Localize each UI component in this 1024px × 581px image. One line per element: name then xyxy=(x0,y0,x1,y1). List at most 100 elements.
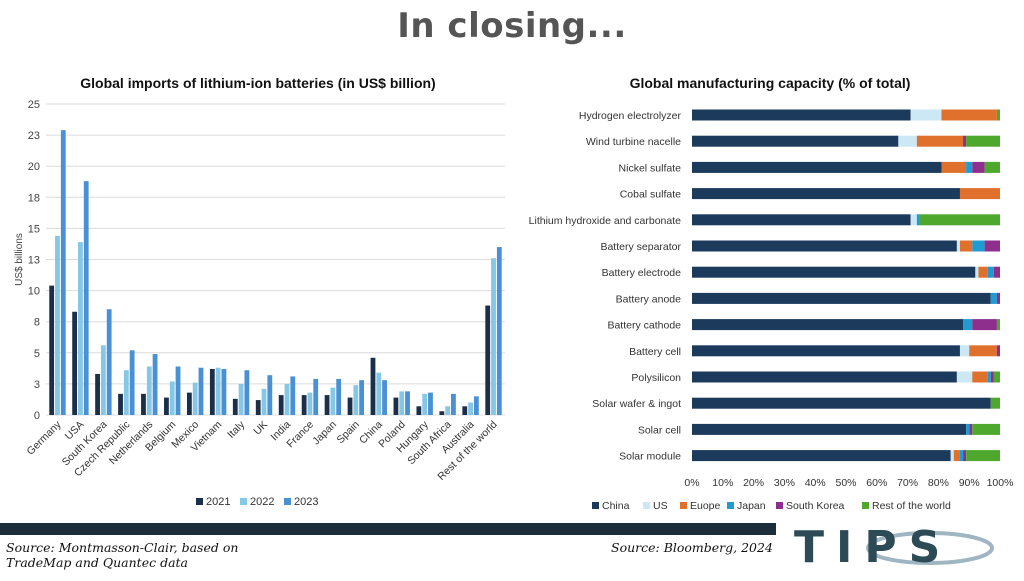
x-tick-label: 60% xyxy=(866,477,887,489)
bar-2022-spain xyxy=(353,385,359,415)
source-right: Source: Bloomberg, 2024 xyxy=(611,540,773,555)
segment-japan xyxy=(966,423,970,435)
bar-2023-south-korea xyxy=(106,309,112,415)
bar-2022-uk xyxy=(261,388,267,415)
legend-label-rest-of-the-world: Rest of the world xyxy=(872,500,951,512)
legend-swatch-us xyxy=(643,502,650,509)
x-tick-label: 0% xyxy=(684,477,699,489)
segment-china xyxy=(692,240,957,252)
segment-china xyxy=(692,161,942,173)
x-tick-label: 100% xyxy=(987,477,1014,489)
tips-logo: TIPS xyxy=(780,518,1024,576)
legend-swatch-china xyxy=(592,502,599,509)
bar-2021-poland xyxy=(393,397,399,415)
segment-china xyxy=(692,266,976,278)
segment-china xyxy=(692,345,960,357)
segment-japan xyxy=(963,319,973,331)
x-tick-label: 80% xyxy=(928,477,949,489)
segment-euope xyxy=(969,345,997,357)
segment-japan xyxy=(959,450,964,462)
category-label: Solar wafer & ingot xyxy=(592,398,681,410)
y-tick-label: 15 xyxy=(28,223,40,235)
segment-euope xyxy=(959,240,973,252)
legend-label-south-korea: South Korea xyxy=(786,500,845,512)
source-left-line-2: TradeMap and Quantec data xyxy=(6,555,188,570)
bar-2022-south-africa xyxy=(445,406,451,415)
capacity-chart: Global manufacturing capacity (% of tota… xyxy=(520,68,1024,520)
x-tick-label: Germany xyxy=(25,418,65,458)
category-label: Battery anode xyxy=(616,293,682,305)
x-tick-label: Italy xyxy=(225,418,248,441)
category-label: Battery electrode xyxy=(602,267,682,279)
bar-2021-czech-republic xyxy=(118,393,123,415)
segment-south-korea xyxy=(990,371,994,383)
legend-label-japan: Japan xyxy=(737,500,766,512)
segment-us xyxy=(956,371,973,383)
bar-2023-france xyxy=(313,378,319,415)
segment-south-korea xyxy=(969,423,973,435)
segment-rest-of-the-world xyxy=(966,135,1000,147)
bar-2023-rest-of-the-world xyxy=(496,247,502,415)
x-tick-label: Spain xyxy=(334,419,362,447)
bar-2022-mexico xyxy=(192,382,198,415)
segment-us xyxy=(898,135,917,147)
bar-2023-netherlands xyxy=(152,354,158,415)
bar-2022-usa xyxy=(78,242,83,415)
y-tick-label: 0 xyxy=(34,410,40,422)
segment-rest-of-the-world xyxy=(984,161,1000,173)
bar-2023-uk xyxy=(267,375,273,415)
segment-rest-of-the-world xyxy=(966,450,1000,462)
segment-euope xyxy=(941,109,997,121)
bar-2022-poland xyxy=(399,391,405,415)
bar-2021-india xyxy=(278,395,284,415)
chart-title: Global manufacturing capacity (% of tota… xyxy=(630,75,911,91)
bar-2022-vietnam xyxy=(215,367,221,415)
bar-2021-south-africa xyxy=(439,411,445,415)
y-tick-label: 3 xyxy=(34,379,40,391)
legend-swatch-2022 xyxy=(240,498,247,505)
segment-china xyxy=(692,397,991,409)
segment-euope xyxy=(941,161,967,173)
imports-chart-svg: Global imports of lithium-ion batteries … xyxy=(14,75,505,508)
x-tick-label: 40% xyxy=(805,477,826,489)
segment-rest-of-the-world xyxy=(996,109,1000,121)
logo-wordmark: TIPS xyxy=(794,522,952,573)
segment-china xyxy=(692,371,957,383)
x-tick-label: 30% xyxy=(774,477,795,489)
segment-china xyxy=(692,135,899,147)
bar-2023-czech-republic xyxy=(129,350,135,415)
y-tick-label: 10 xyxy=(28,286,40,298)
legend-label-euope: Euope xyxy=(690,500,721,512)
bar-2023-south-africa xyxy=(451,393,456,415)
legend-swatch-2023 xyxy=(284,498,291,505)
logo-swoosh xyxy=(866,531,994,565)
slide-title: In closing... xyxy=(397,6,627,46)
bar-2021-south-korea xyxy=(95,373,100,415)
bar-2023-hungary xyxy=(428,392,433,415)
bar-2023-belgium xyxy=(175,366,181,415)
bar-2021-usa xyxy=(72,311,78,415)
bar-2023-italy xyxy=(244,370,250,415)
capacity-chart-svg: Global manufacturing capacity (% of tota… xyxy=(529,75,1014,512)
segment-china xyxy=(692,214,911,226)
bar-2021-australia xyxy=(462,406,468,415)
category-label: Hydrogen electrolyzer xyxy=(579,110,682,122)
segment-japan xyxy=(987,266,994,278)
legend-label-us: US xyxy=(653,500,668,512)
segment-japan xyxy=(966,161,973,173)
bar-2023-vietnam xyxy=(221,368,227,415)
segment-us xyxy=(956,240,960,252)
category-label: Battery cathode xyxy=(607,320,681,332)
x-tick-label: 20% xyxy=(743,477,764,489)
bar-2021-mexico xyxy=(186,392,192,415)
legend-swatch-2021 xyxy=(196,498,203,505)
segment-rest-of-the-world xyxy=(972,423,1000,435)
bar-2021-rest-of-the-world xyxy=(485,305,491,415)
segment-south-korea xyxy=(963,135,967,147)
legend-swatch-japan xyxy=(727,502,734,509)
segment-us xyxy=(910,109,942,121)
segment-euope xyxy=(959,188,1000,200)
bar-2022-australia xyxy=(468,402,473,415)
segment-euope xyxy=(916,135,964,147)
bar-2022-france xyxy=(307,392,313,415)
